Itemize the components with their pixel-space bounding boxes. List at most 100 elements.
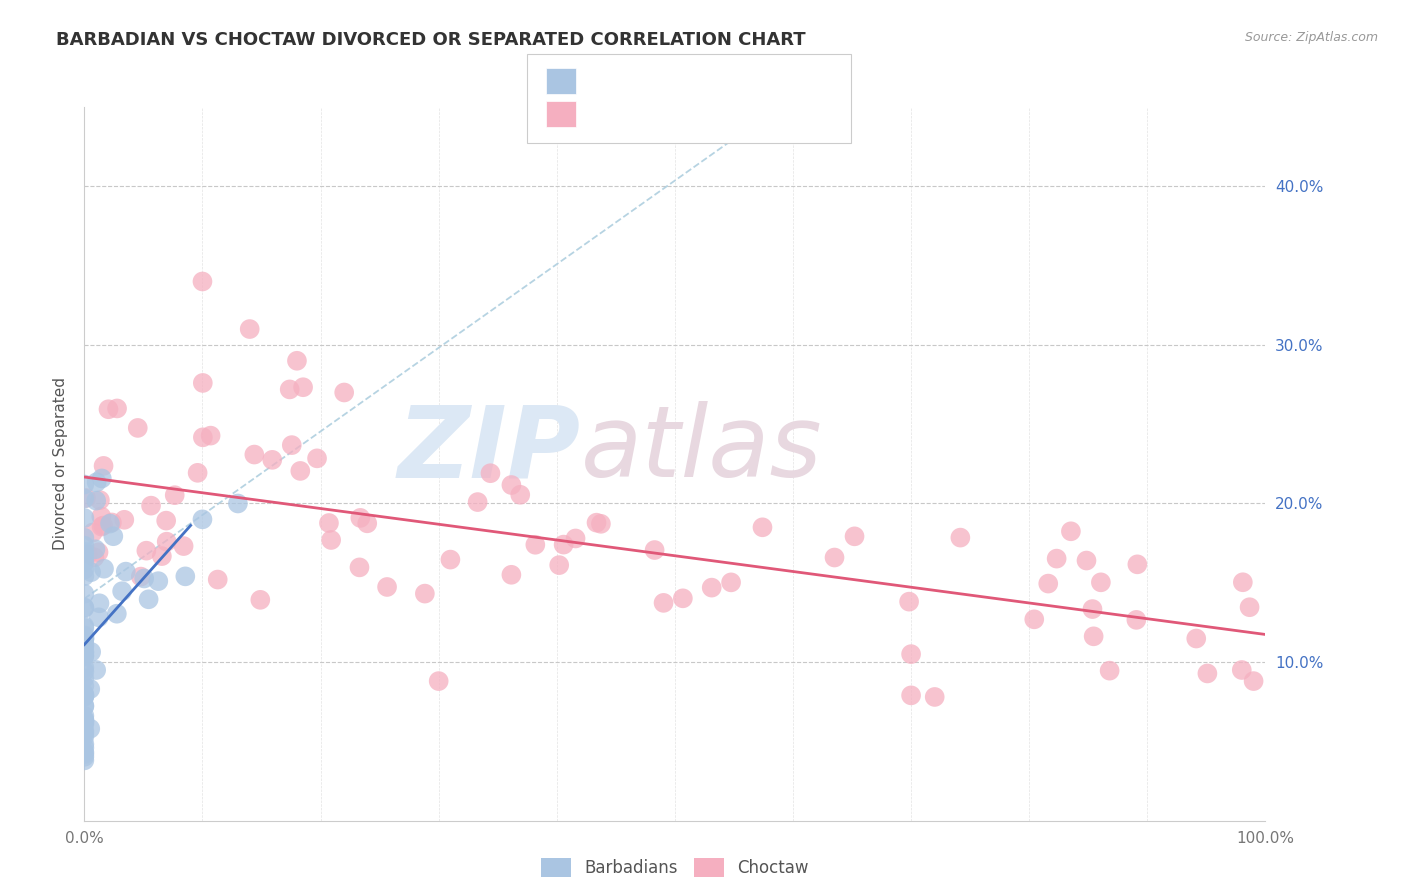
Point: [700, 581, 723, 595]
Point: [73, 477, 96, 491]
Point: [191, 376, 214, 390]
Point: [105, 607, 128, 621]
Point: [73, 749, 96, 764]
Point: [305, 451, 328, 466]
Point: [174, 569, 197, 583]
Point: [139, 499, 162, 513]
Point: [226, 496, 249, 510]
Point: [73, 689, 96, 703]
Point: [467, 495, 489, 509]
Point: [73, 601, 96, 615]
Point: [73, 690, 96, 704]
Legend: Barbadians, Choctaw: Barbadians, Choctaw: [534, 851, 815, 884]
Point: [87, 545, 110, 559]
Point: [564, 532, 586, 546]
Point: [73, 712, 96, 726]
Point: [1243, 674, 1265, 689]
Point: [97, 402, 120, 417]
Point: [73, 660, 96, 674]
Point: [112, 513, 135, 527]
Point: [91, 518, 114, 533]
Point: [73, 555, 96, 569]
Point: [98, 516, 121, 531]
Point: [75, 491, 97, 505]
Point: [949, 531, 972, 545]
Point: [73, 699, 96, 714]
Point: [127, 421, 149, 435]
Text: R =  0.242   N = 64: R = 0.242 N = 64: [588, 70, 763, 88]
Point: [73, 631, 96, 645]
Point: [73, 630, 96, 644]
Point: [333, 385, 356, 400]
Point: [1083, 629, 1105, 643]
Point: [80, 565, 103, 579]
Point: [1060, 524, 1083, 539]
Point: [73, 723, 96, 738]
Point: [73, 649, 96, 664]
Point: [73, 687, 96, 701]
Point: [73, 747, 96, 761]
Point: [73, 639, 96, 653]
Point: [73, 646, 96, 660]
Point: [1024, 612, 1046, 626]
Point: [1230, 663, 1253, 677]
Point: [1232, 575, 1254, 590]
Point: [720, 575, 742, 590]
Point: [439, 552, 461, 566]
Point: [1125, 613, 1147, 627]
Point: [73, 563, 96, 577]
Point: [73, 638, 96, 652]
Point: [73, 587, 96, 601]
Point: [89, 493, 111, 508]
Point: [73, 551, 96, 566]
Point: [73, 698, 96, 713]
Point: [1076, 553, 1098, 567]
Point: [427, 674, 450, 689]
Point: [87, 610, 110, 624]
Point: [79, 722, 101, 736]
Point: [163, 488, 186, 502]
Point: [90, 471, 112, 485]
Point: [93, 458, 115, 473]
Point: [90, 509, 112, 524]
Point: [207, 573, 229, 587]
Point: [73, 745, 96, 759]
Point: [89, 596, 111, 610]
Point: [73, 539, 96, 553]
Point: [290, 464, 312, 478]
Point: [114, 565, 136, 579]
Point: [73, 730, 96, 744]
Point: [73, 714, 96, 729]
Point: [548, 558, 571, 573]
Point: [105, 401, 128, 416]
Point: [1185, 632, 1208, 646]
Point: [413, 586, 436, 600]
Point: [150, 549, 173, 563]
Point: [73, 644, 96, 658]
Text: ZIP: ZIP: [398, 401, 581, 498]
Point: [1098, 664, 1121, 678]
Point: [191, 275, 214, 289]
Point: [90, 519, 112, 533]
Point: [84, 663, 107, 677]
Point: [101, 516, 124, 530]
Point: [138, 592, 160, 607]
Text: BARBADIAN VS CHOCTAW DIVORCED OR SEPARATED CORRELATION CHART: BARBADIAN VS CHOCTAW DIVORCED OR SEPARAT…: [56, 31, 806, 49]
Point: [191, 512, 214, 526]
Point: [644, 543, 666, 558]
Point: [751, 520, 773, 534]
Point: [73, 619, 96, 633]
Point: [80, 645, 103, 659]
Point: [129, 569, 152, 583]
Point: [898, 594, 921, 608]
Point: [73, 689, 96, 703]
Point: [585, 516, 607, 530]
Point: [501, 478, 523, 492]
Point: [103, 529, 125, 543]
Point: [200, 428, 222, 442]
Point: [479, 467, 502, 481]
Point: [501, 567, 523, 582]
Point: [73, 753, 96, 767]
Point: [148, 574, 170, 589]
Point: [285, 353, 308, 368]
